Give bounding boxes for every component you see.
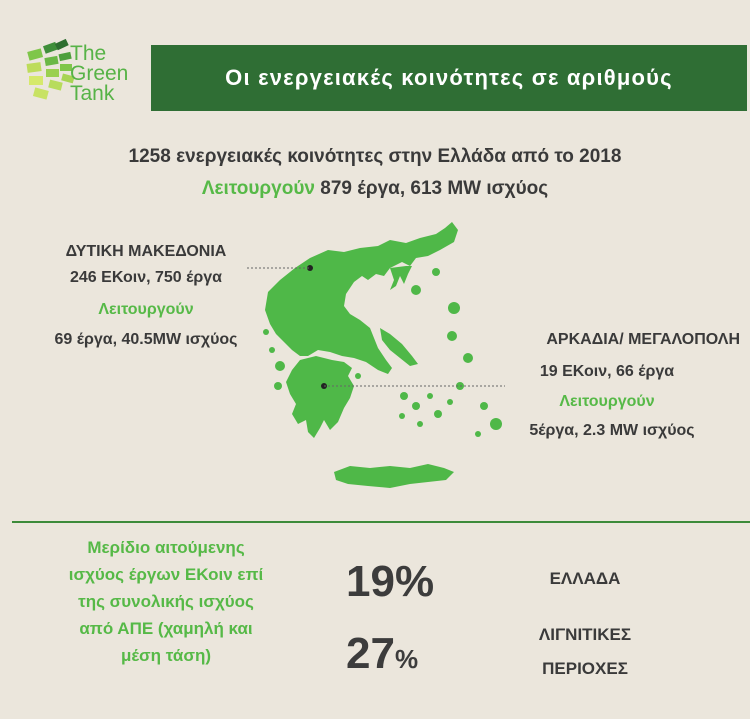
- lignite-percent-symbol: %: [394, 644, 419, 674]
- west-macedonia-name: ΔΥΤΙΚΗ ΜΑΚΕΔΟΝΙΑ: [65, 243, 227, 260]
- share-line-4: από ΑΠΕ (χαμηλή και: [79, 619, 253, 638]
- summary-operating-value: 879 έργα, 613 MW ισχύος: [314, 178, 549, 199]
- summary-line-1: 1258 ενεργειακές κοινότητες στην Ελλάδα …: [128, 146, 622, 167]
- logo-line-2: Green: [70, 62, 129, 85]
- share-line-5: μέση τάση): [120, 646, 212, 665]
- share-line-2: ισχύος έργων ΕΚοιν επί: [68, 565, 264, 584]
- lignite-label-line-2: ΠΕΡΙΟΧΕΣ: [542, 659, 628, 678]
- share-description: Μερίδιο αιτούμενης ισχύος έργων ΕΚοιν επ…: [40, 534, 292, 669]
- west-macedonia-callout: ΔΥΤΙΚΗ ΜΑΚΕΔΟΝΙΑ 246 ΕΚοιν, 750 έργα: [40, 239, 252, 291]
- arcadia-name: ΑΡΚΑΔΙΑ/ ΜΕΓΑΛΟΠΟΛΗ: [546, 331, 740, 348]
- lignite-percentage-value: 27: [346, 629, 395, 678]
- west-macedonia-operating-label: Λειτουργούν: [98, 301, 194, 318]
- summary-line-2: Λειτουργούν 879 έργα, 613 MW ισχύος: [0, 178, 750, 200]
- title-banner: Οι ενεργειακές κοινότητες σε αριθμούς: [151, 45, 747, 111]
- greece-percent-symbol: %: [394, 557, 435, 606]
- lignite-label: ΛΙΓΝΙΤΙΚΕΣ ΠΕΡΙΟΧΕΣ: [500, 622, 670, 682]
- greece-map: [263, 222, 502, 488]
- logo-line-3: Tank: [70, 82, 115, 105]
- share-line-3: της συνολικής ισχύος: [78, 592, 254, 611]
- greece-percentage-value: 19: [346, 557, 395, 606]
- west-macedonia-stats: 246 ΕΚοιν, 750 έργα: [70, 269, 222, 286]
- lignite-label-line-1: ΛΙΓΝΙΤΙΚΕΣ: [538, 625, 632, 644]
- west-macedonia-operating: 69 έργα, 40.5MW ισχύος: [54, 331, 238, 348]
- logo-line-1: The: [70, 42, 107, 65]
- share-line-1: Μερίδιο αιτούμενης: [87, 538, 245, 557]
- banner-title: Οι ενεργειακές κοινότητες σε αριθμούς: [225, 65, 673, 90]
- greece-label: ΕΛΛΑΔΑ: [549, 569, 621, 588]
- green-tank-logo: [26, 38, 75, 100]
- summary-operating-label: Λειτουργούν: [201, 178, 315, 199]
- arcadia-operating: 5έργα, 2.3 MW ισχύος: [529, 422, 695, 439]
- greece-percentage: 19%: [346, 560, 434, 604]
- section-divider: [12, 521, 750, 523]
- arcadia-stats: 19 ΕΚοιν, 66 έργα: [539, 363, 675, 380]
- arcadia-operating-label: Λειτουργούν: [559, 393, 655, 410]
- logo-wordmark: The Green Tank: [70, 42, 129, 105]
- lignite-percentage: 27%: [346, 632, 418, 681]
